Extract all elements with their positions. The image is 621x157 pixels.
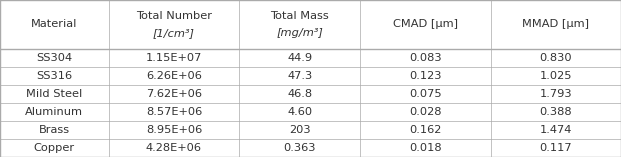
Text: 0.117: 0.117: [540, 143, 572, 153]
Text: CMAD [μm]: CMAD [μm]: [393, 19, 458, 29]
Text: 0.388: 0.388: [540, 107, 572, 117]
Text: MMAD [μm]: MMAD [μm]: [522, 19, 589, 29]
Text: 1.025: 1.025: [540, 71, 572, 81]
Text: SS304: SS304: [36, 53, 73, 63]
Text: 0.363: 0.363: [283, 143, 316, 153]
Text: 4.28E+06: 4.28E+06: [146, 143, 202, 153]
Text: 0.123: 0.123: [409, 71, 442, 81]
Text: 0.162: 0.162: [409, 125, 442, 135]
Text: Mild Steel: Mild Steel: [26, 89, 83, 99]
Text: 4.60: 4.60: [287, 107, 312, 117]
Text: 46.8: 46.8: [287, 89, 312, 99]
Text: Aluminum: Aluminum: [25, 107, 83, 117]
Text: 0.075: 0.075: [409, 89, 442, 99]
Text: 0.830: 0.830: [540, 53, 572, 63]
Text: 1.15E+07: 1.15E+07: [146, 53, 202, 63]
Text: 47.3: 47.3: [287, 71, 312, 81]
Text: 1.793: 1.793: [540, 89, 572, 99]
Text: 0.018: 0.018: [409, 143, 442, 153]
Text: Material: Material: [31, 19, 78, 29]
Text: 8.95E+06: 8.95E+06: [146, 125, 202, 135]
Text: 1.474: 1.474: [540, 125, 572, 135]
Text: Total Mass: Total Mass: [270, 11, 329, 21]
Text: 0.083: 0.083: [409, 53, 442, 63]
Text: [1/cm³]: [1/cm³]: [153, 28, 195, 38]
Text: 203: 203: [289, 125, 310, 135]
Text: 7.62E+06: 7.62E+06: [146, 89, 202, 99]
Text: SS316: SS316: [36, 71, 73, 81]
Text: 8.57E+06: 8.57E+06: [146, 107, 202, 117]
Text: 44.9: 44.9: [287, 53, 312, 63]
Text: 6.26E+06: 6.26E+06: [146, 71, 202, 81]
Text: Brass: Brass: [39, 125, 70, 135]
Text: [mg/m³]: [mg/m³]: [276, 28, 323, 38]
Text: Total Number: Total Number: [136, 11, 212, 21]
Text: 0.028: 0.028: [409, 107, 442, 117]
Text: Copper: Copper: [34, 143, 75, 153]
